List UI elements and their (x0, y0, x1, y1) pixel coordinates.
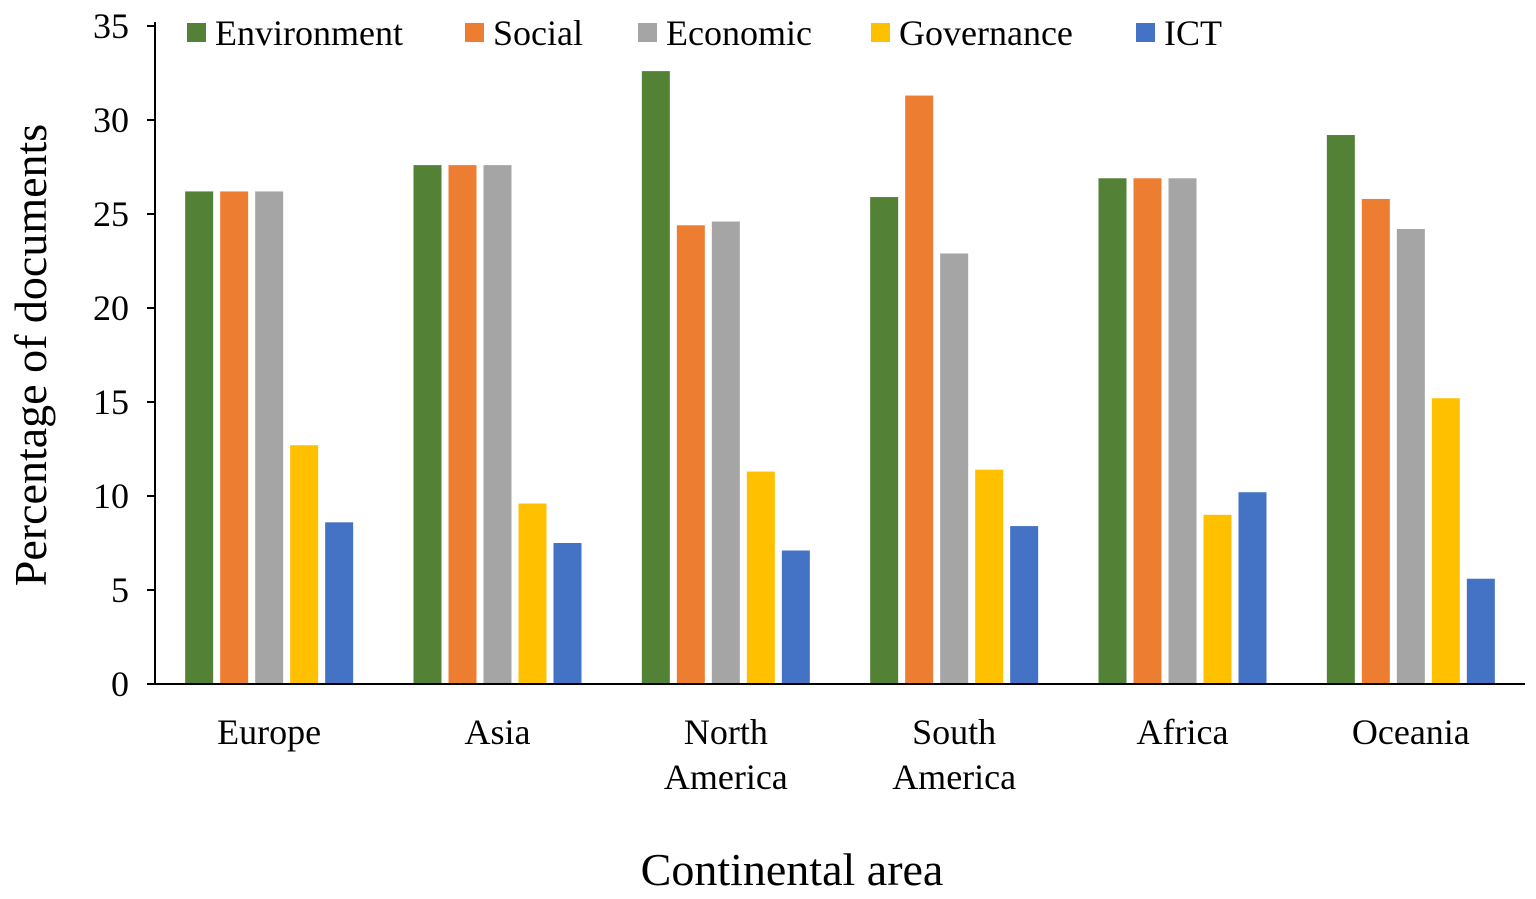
legend-swatch-environment (187, 23, 206, 42)
y-tick-label: 0 (111, 664, 129, 704)
y-tick-label: 20 (93, 288, 129, 328)
bar-economic-north-america (712, 222, 740, 684)
bar-social-north-america (677, 225, 705, 684)
y-tick-label: 35 (93, 6, 129, 46)
bar-economic-africa (1169, 178, 1197, 684)
x-category-label-line: Africa (1137, 712, 1229, 752)
bars (185, 71, 1495, 684)
bar-economic-oceania (1397, 229, 1425, 684)
bar-ict-asia (554, 543, 582, 684)
bar-ict-africa (1239, 492, 1267, 684)
bar-governance-oceania (1432, 398, 1460, 684)
bar-economic-europe (255, 191, 283, 684)
x-category-label-line: Oceania (1352, 712, 1470, 752)
legend-label-environment: Environment (215, 13, 403, 53)
x-category-label: Africa (1137, 712, 1229, 752)
bar-social-asia (449, 165, 477, 684)
x-category-label: North America (664, 712, 788, 797)
bar-governance-south-america (975, 470, 1003, 684)
bar-governance-asia (519, 504, 547, 684)
bar-governance-north-america (747, 472, 775, 684)
x-category-label-line: North (684, 712, 768, 752)
bar-environment-north-america (642, 71, 670, 684)
bar-ict-south-america (1010, 526, 1038, 684)
x-category-label-line: South (912, 712, 996, 752)
x-category-label: Oceania (1352, 712, 1470, 752)
bar-chart: 05101520253035 Europe Asia North AmericaSou… (0, 0, 1536, 899)
bar-economic-asia (484, 165, 512, 684)
bar-social-africa (1134, 178, 1162, 684)
y-tick-label: 25 (93, 194, 129, 234)
bar-environment-asia (414, 165, 442, 684)
legend-swatch-economic (638, 23, 657, 42)
legend-swatch-ict (1136, 23, 1155, 42)
x-category-label-line: Asia (465, 712, 531, 752)
x-axis-title: Continental area (641, 844, 944, 895)
legend-label-ict: ICT (1164, 13, 1222, 53)
bar-environment-south-america (870, 197, 898, 684)
y-tick-label: 10 (93, 476, 129, 516)
y-axis-ticks: 0 5 10 15 20 25 30 35 (93, 6, 155, 704)
x-category-label-line: America (664, 757, 788, 797)
legend-label-social: Social (493, 13, 583, 53)
bar-governance-europe (290, 445, 318, 684)
bar-governance-africa (1204, 515, 1232, 684)
x-category-label: South America (892, 712, 1016, 797)
x-category-label: Europe (217, 712, 321, 752)
x-axis-category-labels: Europe Asia North America South America Africa… (217, 712, 1470, 797)
x-category-label-line: America (892, 757, 1016, 797)
x-category-label-line: Europe (217, 712, 321, 752)
bar-social-europe (220, 191, 248, 684)
bar-social-oceania (1362, 199, 1390, 684)
bar-environment-europe (185, 191, 213, 684)
bar-ict-north-america (782, 551, 810, 684)
y-tick-label: 5 (111, 570, 129, 610)
y-tick-label: 15 (93, 382, 129, 422)
legend-label-economic: Economic (666, 13, 812, 53)
bar-social-south-america (905, 96, 933, 684)
legend: Environment Social Economic Governance ICT (187, 13, 1222, 53)
y-axis-title: Percentage of documents (5, 124, 56, 586)
bar-environment-africa (1099, 178, 1127, 684)
legend-swatch-governance (871, 23, 890, 42)
x-category-label: Asia (465, 712, 531, 752)
bar-ict-oceania (1467, 579, 1495, 684)
legend-swatch-social (465, 23, 484, 42)
bar-economic-south-america (940, 253, 968, 684)
legend-label-governance: Governance (899, 13, 1073, 53)
y-tick-label: 30 (93, 100, 129, 140)
bar-environment-oceania (1327, 135, 1355, 684)
axes (155, 22, 1525, 684)
bar-ict-europe (325, 522, 353, 684)
